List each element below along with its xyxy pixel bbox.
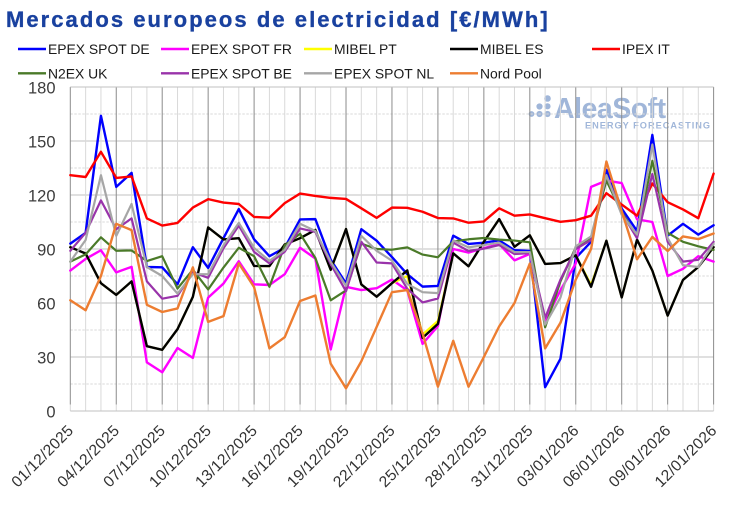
svg-text:IPEX IT: IPEX IT <box>622 41 670 57</box>
svg-text:AleaSoft: AleaSoft <box>554 93 667 125</box>
svg-text:ENERGY FORECASTING: ENERGY FORECASTING <box>585 121 711 131</box>
svg-text:180: 180 <box>28 80 56 98</box>
svg-text:MIBEL PT: MIBEL PT <box>334 41 397 57</box>
svg-text:Mercados europeos de electrici: Mercados europeos de electricidad [€/MWh… <box>6 7 550 32</box>
svg-text:120: 120 <box>28 188 56 206</box>
svg-text:30: 30 <box>37 350 55 368</box>
svg-text:60: 60 <box>37 296 55 314</box>
svg-text:Nord Pool: Nord Pool <box>480 65 542 81</box>
svg-text:N2EX UK: N2EX UK <box>48 65 108 81</box>
svg-text:0: 0 <box>46 404 55 422</box>
svg-text:150: 150 <box>28 134 56 152</box>
svg-text:EPEX SPOT DE: EPEX SPOT DE <box>48 41 150 57</box>
svg-text:EPEX SPOT BE: EPEX SPOT BE <box>191 65 292 81</box>
svg-text:90: 90 <box>37 242 55 260</box>
svg-text:EPEX SPOT NL: EPEX SPOT NL <box>334 65 434 81</box>
svg-text:MIBEL ES: MIBEL ES <box>480 41 544 57</box>
svg-text:EPEX SPOT FR: EPEX SPOT FR <box>191 41 292 57</box>
